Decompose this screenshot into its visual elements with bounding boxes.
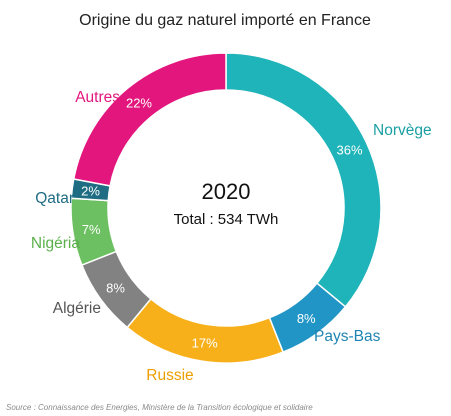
category-label-russie: Russie (146, 367, 193, 384)
category-label-autres: Autres (75, 89, 120, 106)
category-label-qatar: Qatar (35, 190, 74, 207)
category-label-algerie: Algérie (53, 300, 101, 317)
percent-label-algerie: 8% (106, 281, 125, 296)
slices-group (70, 52, 382, 364)
slice-russie (126, 297, 285, 364)
percent-label-qatar: 2% (81, 183, 100, 198)
category-label-nigeria: Nigéria (31, 235, 80, 252)
percent-labels-group: 36% 8% 17% 8% 7% 2% 22% (81, 95, 363, 350)
percent-label-pays-bas: 8% (297, 311, 316, 326)
category-labels-group: Norvège Pays-Bas Russie Algérie Nigéria Qatar… (31, 89, 432, 384)
category-label-pays-bas: Pays-Bas (314, 328, 381, 345)
percent-label-nigeria: 7% (82, 222, 101, 237)
percent-label-autres: 22% (126, 95, 152, 110)
center-year: 2020 (202, 179, 251, 204)
chart-title: Origine du gaz naturel importé en France (79, 12, 371, 29)
percent-label-norvege: 36% (336, 142, 362, 157)
center-total: Total : 534 TWh (174, 211, 279, 228)
source-note: Source : Connaissance des Energies, Mini… (6, 403, 313, 412)
category-label-norvege: Norvège (373, 122, 432, 139)
slice-autres (72, 52, 227, 187)
percent-label-russie: 17% (192, 335, 218, 350)
